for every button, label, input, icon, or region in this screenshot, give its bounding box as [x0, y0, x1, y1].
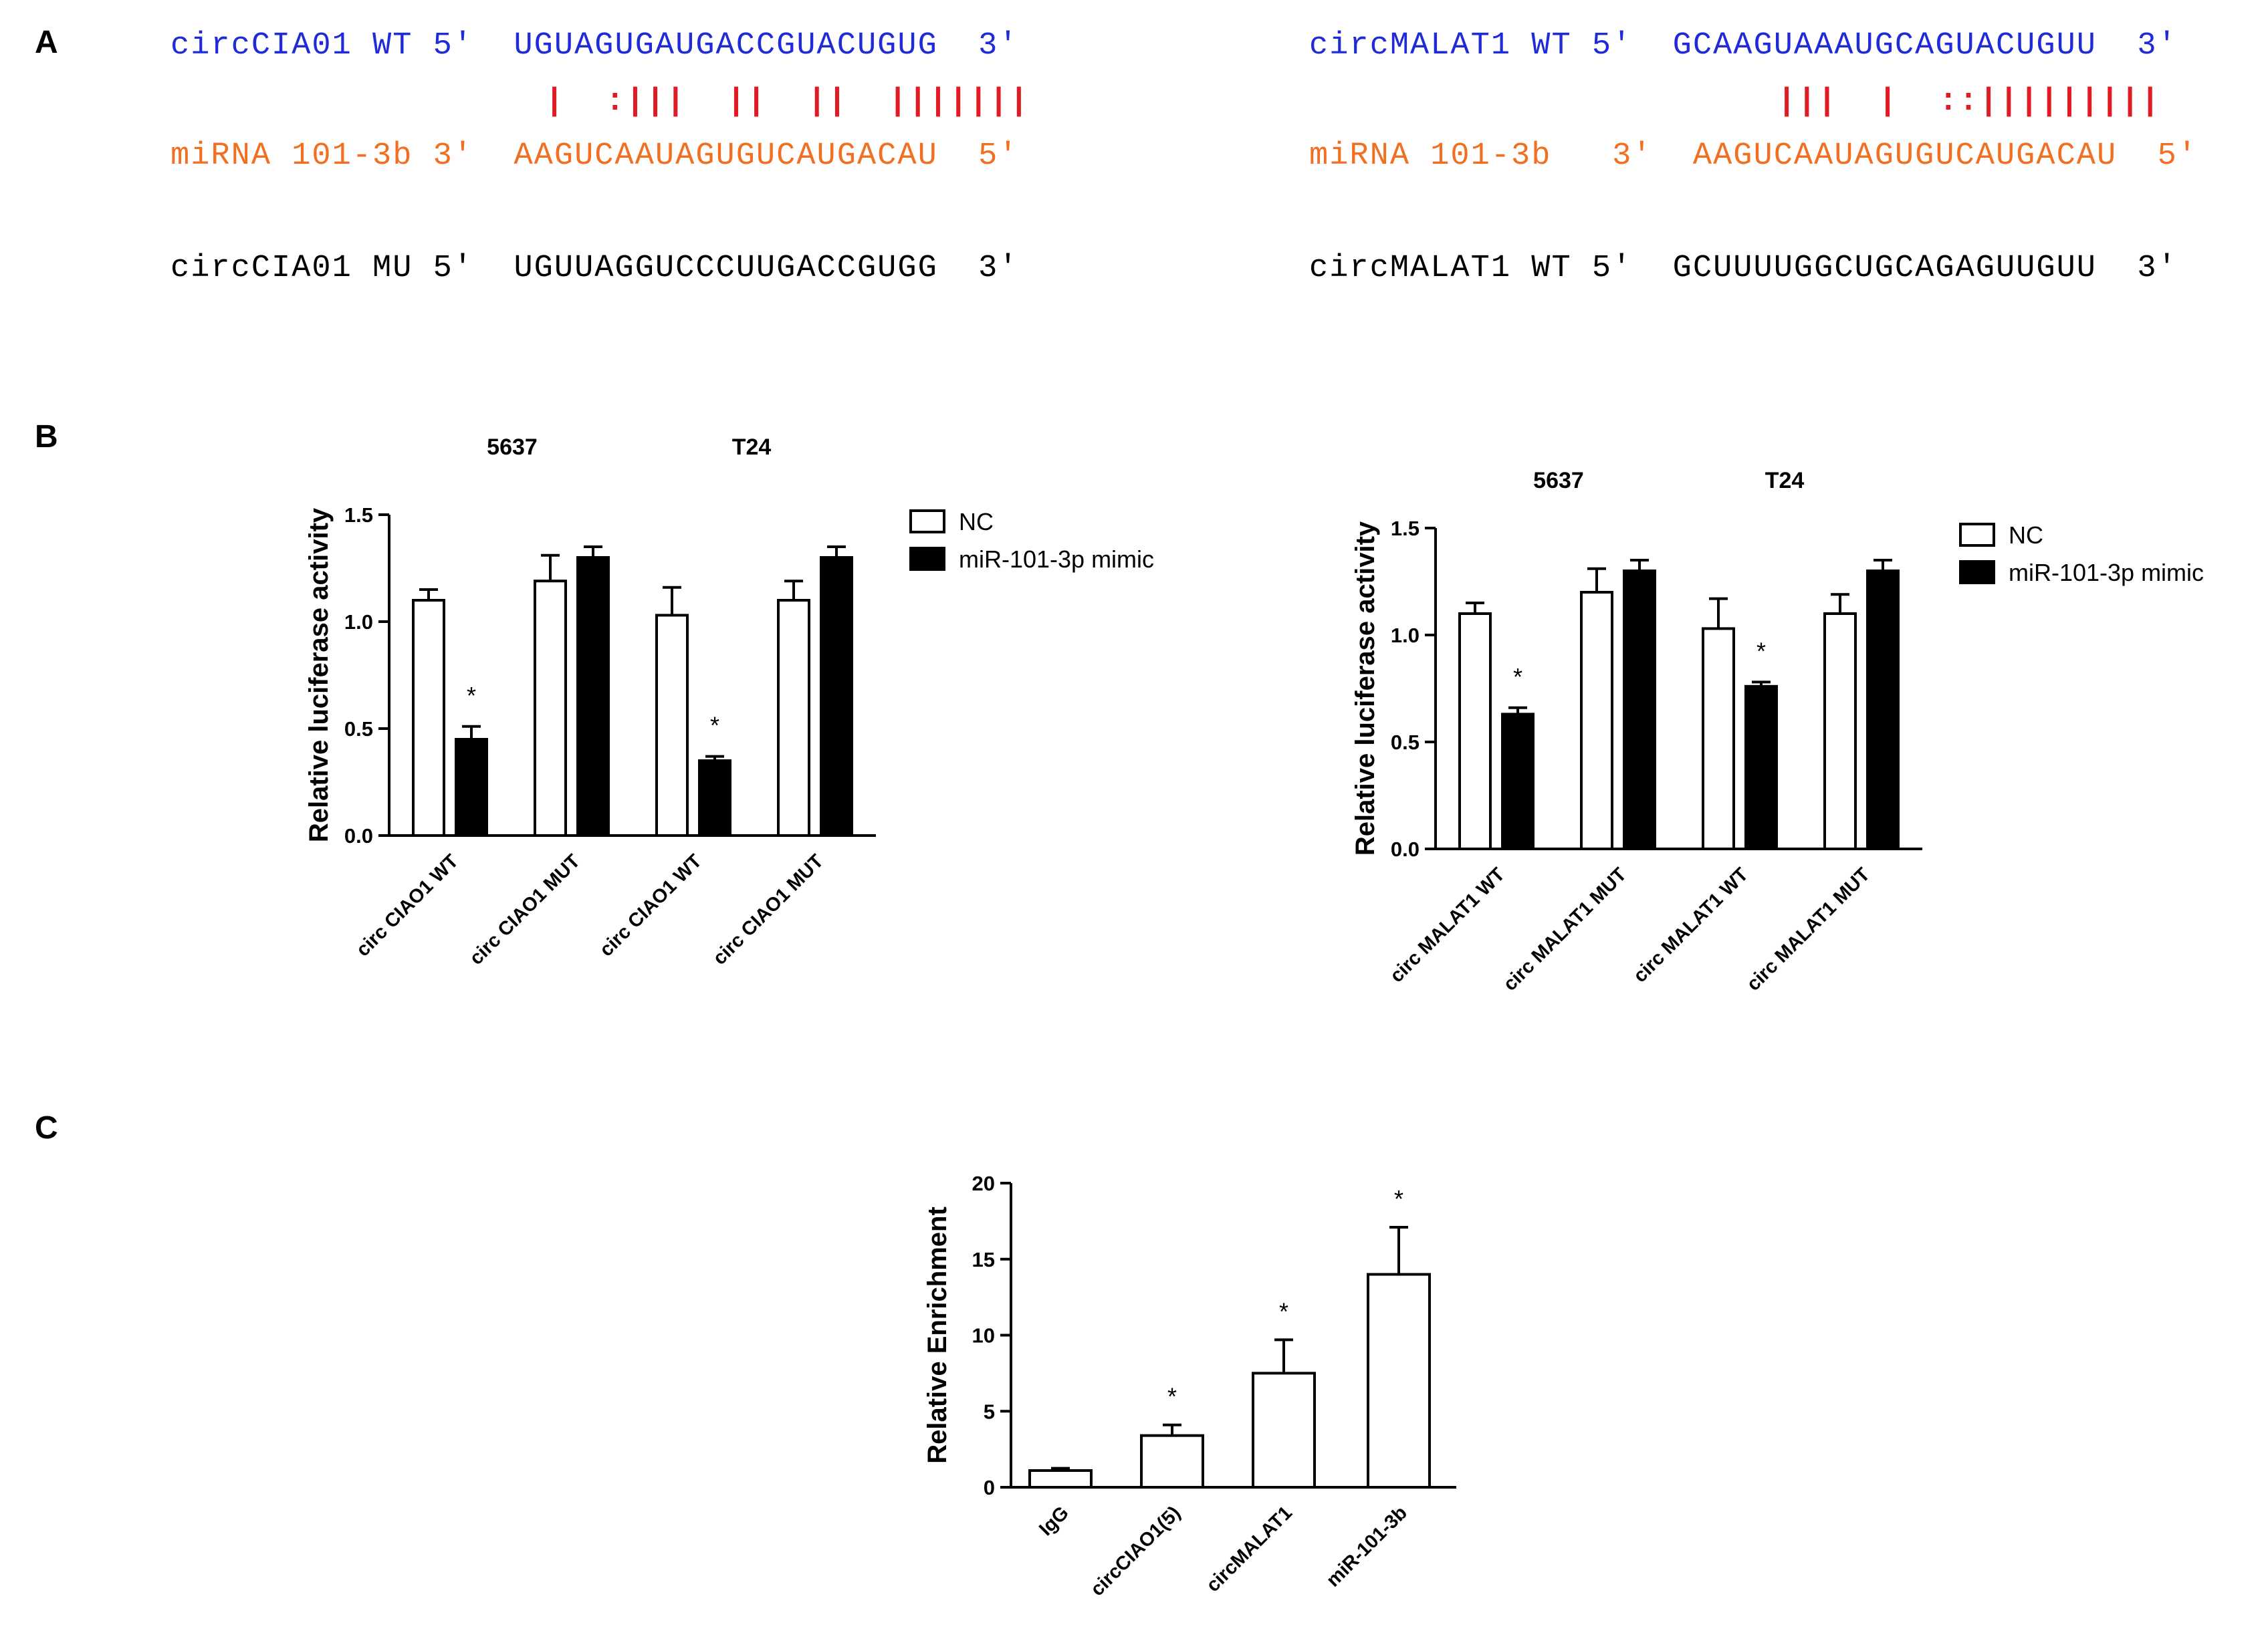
chart2-significance-mark: * [1513, 663, 1522, 690]
circmalat1-pairing-marks: ||| | ::||||||||| [1777, 84, 2161, 120]
circcia01-wt-sequence: circCIA01 WT 5' UGUAGUGAUGACCGUACUGUG 3' [171, 28, 1019, 64]
chart2-category-label: circ MALAT1 WT [1629, 864, 1752, 987]
chart2-category-label: circ MALAT1 MUT [1742, 864, 1874, 995]
chart2-bar [1866, 570, 1900, 850]
chart2-bar [1580, 591, 1613, 850]
chart2-y-tick-label: 1.5 [1391, 517, 1420, 540]
chart2-legend-swatch [1959, 560, 1995, 584]
chart2-y-tick-label: 0.0 [1391, 838, 1420, 861]
chart1-significance-mark: * [467, 682, 476, 709]
mirna-101-3b-sequence-left: miRNA 101-3b 3' AAGUCAAUAGUGUCAUGACAU 5' [171, 138, 1019, 174]
circmalat1-mu-sequence: circMALAT1 WT 5' GCUUUUGGCUGCAGAGUUGUU 3… [1309, 251, 2178, 286]
chart2-bar [1702, 627, 1735, 851]
chart1-bar [455, 738, 488, 837]
circcia01-pairing-marks: | :||| || || ||||||| [545, 84, 1030, 120]
chart1-bar [820, 556, 853, 837]
chart3-bar [1140, 1434, 1204, 1489]
chart2-category-label: circ MALAT1 MUT [1499, 864, 1631, 995]
chart2-bar [1501, 713, 1535, 851]
chart2-y-axis-label: Relative luciferase activity [1351, 521, 1380, 856]
chart3-y-tick-label: 0 [984, 1476, 995, 1499]
chart1-bar [777, 599, 810, 837]
chart3-significance-mark: * [1279, 1297, 1288, 1325]
chart1-bar [655, 614, 689, 838]
chart1-legend-label: miR-101-3p mimic [959, 545, 1154, 573]
chart1-group-label: T24 [732, 434, 772, 460]
chart1-category-label: circ CIAO1 MUT [465, 850, 584, 969]
chart3-significance-mark: * [1394, 1185, 1403, 1213]
chart1-y-axis-label: Relative luciferase activity [304, 507, 334, 842]
chart1-y-tick-label: 0.5 [344, 717, 373, 741]
chart1-bar [576, 556, 610, 837]
chart1-category-label: circ CIAO1 WT [596, 850, 706, 961]
chart3-category-label: circCIAO1(5) [1087, 1502, 1185, 1600]
chart1-y-tick-label: 1.5 [344, 503, 373, 527]
chart3-bar [1367, 1273, 1431, 1489]
chart1-group-label: 5637 [487, 434, 538, 460]
chart1-bar [412, 599, 445, 837]
chart1-legend-swatch [909, 509, 945, 533]
chart1-legend-swatch [909, 547, 945, 571]
chart1-y-tick-label: 0.0 [344, 824, 373, 848]
chart1-bar [698, 759, 731, 837]
circmalat1-wt-sequence: circMALAT1 WT 5' GCAAGUAAAUGCAGUACUGUU 3… [1309, 28, 2178, 64]
chart1-legend-label: NC [959, 508, 994, 535]
chart3-y-tick-label: 20 [972, 1172, 995, 1195]
chart1-category-label: circ CIAO1 WT [352, 850, 463, 961]
chart1-category-label: circ CIAO1 MUT [709, 850, 828, 969]
chart2-bar [1823, 612, 1857, 850]
chart2-category-label: circ MALAT1 WT [1386, 864, 1509, 987]
chart2-bar [1744, 684, 1778, 851]
chart2-legend-label: NC [2009, 521, 2043, 549]
chart3-category-label: IgG [1035, 1502, 1073, 1540]
circcia01-mu-sequence: circCIA01 MU 5' UGUUAGGUCCCUUGACCGUGG 3' [171, 251, 1019, 286]
chart3-bar [1028, 1469, 1093, 1489]
chart3-y-tick-label: 10 [972, 1324, 995, 1348]
chart2-y-tick-label: 1.0 [1391, 624, 1420, 647]
chart2-bar [1623, 570, 1656, 850]
chart2-group-label: T24 [1765, 468, 1805, 493]
chart3-y-axis-label: Relative Enrichment [923, 1207, 952, 1464]
chart1-bar [534, 580, 567, 837]
chart2-legend-label: miR-101-3p mimic [2009, 559, 2204, 586]
mirna-101-3b-sequence-right: miRNA 101-3b 3' AAGUCAAUAGUGUCAUGACAU 5' [1309, 138, 2198, 174]
chart2-legend-swatch [1959, 523, 1995, 547]
chart3-y-tick-label: 5 [984, 1400, 995, 1423]
chart1-y-tick-label: 1.0 [344, 610, 373, 634]
chart3-y-tick-label: 15 [972, 1248, 995, 1271]
chart2-significance-mark: * [1756, 637, 1766, 664]
panel-label-b: B [35, 419, 58, 455]
chart1-significance-mark: * [710, 712, 719, 739]
chart3-bar [1252, 1372, 1316, 1489]
chart2-y-tick-label: 0.5 [1391, 731, 1420, 754]
chart3-category-label: miR-101-3b [1323, 1502, 1411, 1591]
panel-label-a: A [35, 25, 58, 60]
panel-label-c: C [35, 1110, 58, 1146]
chart2-group-label: 5637 [1533, 468, 1584, 493]
chart3-significance-mark: * [1167, 1383, 1177, 1410]
chart3-category-label: circMALAT1 [1202, 1502, 1296, 1596]
chart2-bar [1458, 612, 1492, 850]
